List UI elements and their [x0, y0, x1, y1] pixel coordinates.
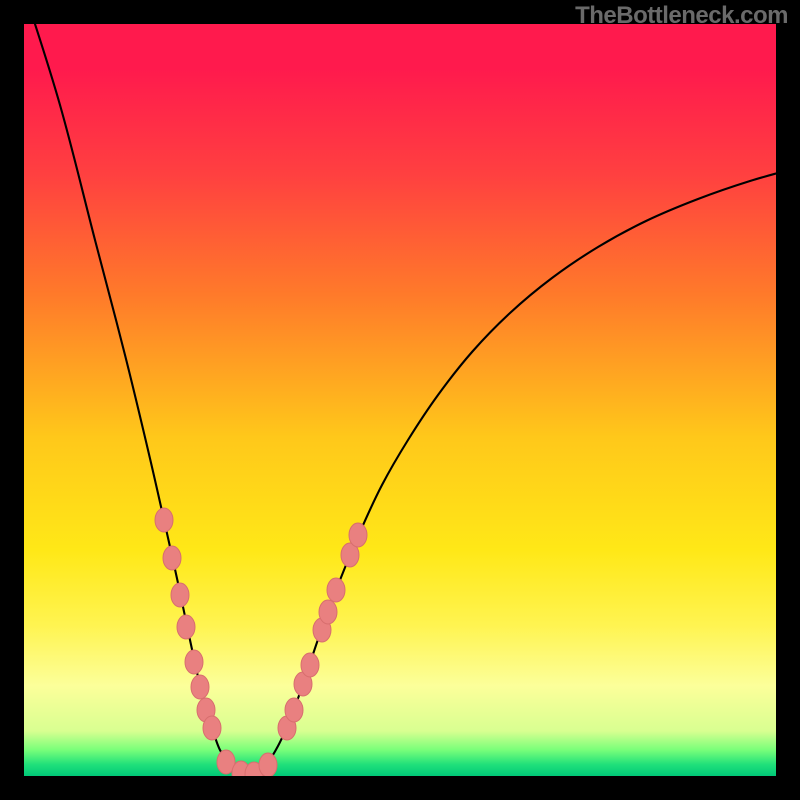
data-marker: [163, 546, 181, 570]
data-marker: [177, 615, 195, 639]
data-marker: [285, 698, 303, 722]
data-marker: [203, 716, 221, 740]
data-marker: [301, 653, 319, 677]
data-marker: [349, 523, 367, 547]
bottleneck-curve-chart: [24, 24, 776, 776]
data-marker: [191, 675, 209, 699]
data-marker: [327, 578, 345, 602]
data-marker: [171, 583, 189, 607]
watermark-text: TheBottleneck.com: [575, 2, 788, 30]
data-marker: [319, 600, 337, 624]
chart-frame: [0, 0, 800, 800]
data-marker: [155, 508, 173, 532]
data-marker: [185, 650, 203, 674]
data-marker: [259, 753, 277, 776]
